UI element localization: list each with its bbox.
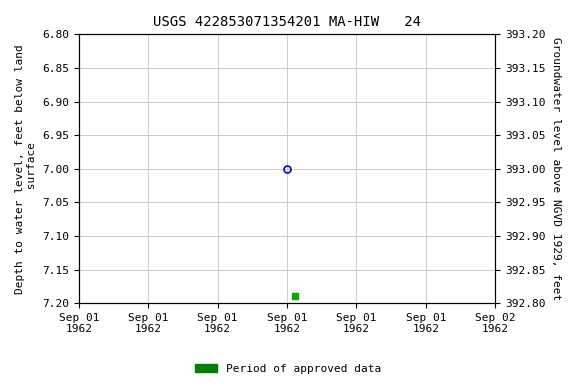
Y-axis label: Groundwater level above NGVD 1929, feet: Groundwater level above NGVD 1929, feet xyxy=(551,37,561,300)
Title: USGS 422853071354201 MA-HIW   24: USGS 422853071354201 MA-HIW 24 xyxy=(153,15,421,29)
Legend: Period of approved data: Period of approved data xyxy=(191,359,385,379)
Y-axis label: Depth to water level, feet below land
 surface: Depth to water level, feet below land su… xyxy=(15,44,37,294)
